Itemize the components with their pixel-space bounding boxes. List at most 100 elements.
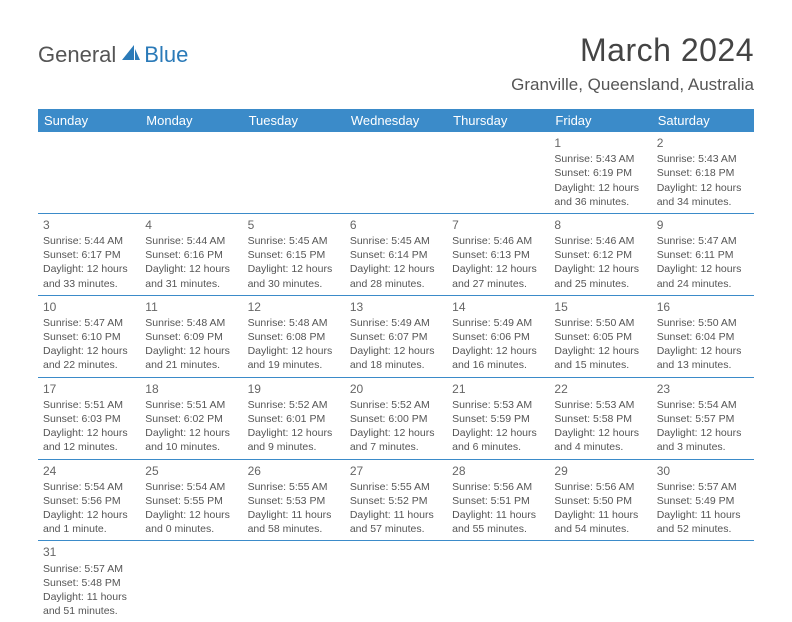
sunset-line: Sunset: 6:10 PM (43, 330, 135, 344)
day-number: 15 (554, 299, 646, 315)
sunrise-line: Sunrise: 5:43 AM (554, 152, 646, 166)
title-block: March 2024 Granville, Queensland, Austra… (511, 32, 754, 95)
day-cell: 18Sunrise: 5:51 AMSunset: 6:02 PMDayligh… (140, 378, 242, 459)
empty-cell (243, 132, 345, 213)
day-cell: 19Sunrise: 5:52 AMSunset: 6:01 PMDayligh… (243, 378, 345, 459)
day-cell: 7Sunrise: 5:46 AMSunset: 6:13 PMDaylight… (447, 214, 549, 295)
sunset-line: Sunset: 6:16 PM (145, 248, 237, 262)
daylight-line-1: Daylight: 12 hours (350, 262, 442, 276)
day-cell: 13Sunrise: 5:49 AMSunset: 6:07 PMDayligh… (345, 296, 447, 377)
sunset-line: Sunset: 6:15 PM (248, 248, 340, 262)
daylight-line-1: Daylight: 11 hours (554, 508, 646, 522)
sunrise-line: Sunrise: 5:52 AM (248, 398, 340, 412)
day-number: 9 (657, 217, 749, 233)
sunset-line: Sunset: 5:55 PM (145, 494, 237, 508)
daylight-line-2: and 51 minutes. (43, 604, 135, 618)
empty-cell (345, 132, 447, 213)
sunrise-line: Sunrise: 5:44 AM (145, 234, 237, 248)
daylight-line-2: and 27 minutes. (452, 277, 544, 291)
daylight-line-1: Daylight: 12 hours (554, 426, 646, 440)
logo-text-general: General (38, 42, 116, 68)
sunrise-line: Sunrise: 5:53 AM (452, 398, 544, 412)
day-number: 24 (43, 463, 135, 479)
day-number: 8 (554, 217, 646, 233)
day-cell: 21Sunrise: 5:53 AMSunset: 5:59 PMDayligh… (447, 378, 549, 459)
empty-cell (345, 541, 447, 622)
sunrise-line: Sunrise: 5:53 AM (554, 398, 646, 412)
daylight-line-2: and 15 minutes. (554, 358, 646, 372)
day-header-mon: Monday (140, 109, 242, 132)
sunrise-line: Sunrise: 5:47 AM (43, 316, 135, 330)
month-title: March 2024 (511, 32, 754, 69)
day-number: 7 (452, 217, 544, 233)
sunset-line: Sunset: 6:17 PM (43, 248, 135, 262)
daylight-line-2: and 34 minutes. (657, 195, 749, 209)
daylight-line-1: Daylight: 12 hours (350, 344, 442, 358)
day-number: 28 (452, 463, 544, 479)
day-header-fri: Friday (549, 109, 651, 132)
daylight-line-2: and 55 minutes. (452, 522, 544, 536)
day-number: 18 (145, 381, 237, 397)
daylight-line-1: Daylight: 12 hours (657, 344, 749, 358)
empty-cell (243, 541, 345, 622)
day-cell: 1Sunrise: 5:43 AMSunset: 6:19 PMDaylight… (549, 132, 651, 213)
daylight-line-2: and 7 minutes. (350, 440, 442, 454)
sunset-line: Sunset: 5:56 PM (43, 494, 135, 508)
sunrise-line: Sunrise: 5:46 AM (452, 234, 544, 248)
day-number: 16 (657, 299, 749, 315)
day-number: 30 (657, 463, 749, 479)
sunset-line: Sunset: 6:14 PM (350, 248, 442, 262)
sunset-line: Sunset: 6:00 PM (350, 412, 442, 426)
calendar: Sunday Monday Tuesday Wednesday Thursday… (38, 109, 754, 622)
daylight-line-1: Daylight: 12 hours (248, 262, 340, 276)
daylight-line-2: and 10 minutes. (145, 440, 237, 454)
day-number: 2 (657, 135, 749, 151)
day-cell: 5Sunrise: 5:45 AMSunset: 6:15 PMDaylight… (243, 214, 345, 295)
day-cell: 12Sunrise: 5:48 AMSunset: 6:08 PMDayligh… (243, 296, 345, 377)
day-header-sat: Saturday (652, 109, 754, 132)
day-cell: 8Sunrise: 5:46 AMSunset: 6:12 PMDaylight… (549, 214, 651, 295)
sunset-line: Sunset: 5:52 PM (350, 494, 442, 508)
empty-cell (140, 541, 242, 622)
daylight-line-2: and 28 minutes. (350, 277, 442, 291)
daylight-line-1: Daylight: 12 hours (145, 426, 237, 440)
day-number: 29 (554, 463, 646, 479)
logo-sail-icon (120, 43, 142, 68)
daylight-line-1: Daylight: 12 hours (248, 344, 340, 358)
sunset-line: Sunset: 6:06 PM (452, 330, 544, 344)
sunset-line: Sunset: 5:59 PM (452, 412, 544, 426)
day-cell: 6Sunrise: 5:45 AMSunset: 6:14 PMDaylight… (345, 214, 447, 295)
week-row: 3Sunrise: 5:44 AMSunset: 6:17 PMDaylight… (38, 214, 754, 296)
sunset-line: Sunset: 5:58 PM (554, 412, 646, 426)
daylight-line-2: and 1 minute. (43, 522, 135, 536)
daylight-line-1: Daylight: 12 hours (145, 508, 237, 522)
sunset-line: Sunset: 6:03 PM (43, 412, 135, 426)
day-header-thu: Thursday (447, 109, 549, 132)
sunset-line: Sunset: 5:48 PM (43, 576, 135, 590)
location-text: Granville, Queensland, Australia (511, 75, 754, 95)
empty-cell (447, 541, 549, 622)
sunrise-line: Sunrise: 5:57 AM (43, 562, 135, 576)
daylight-line-1: Daylight: 12 hours (43, 262, 135, 276)
sunrise-line: Sunrise: 5:56 AM (452, 480, 544, 494)
day-number: 11 (145, 299, 237, 315)
sunset-line: Sunset: 6:02 PM (145, 412, 237, 426)
day-number: 12 (248, 299, 340, 315)
sunrise-line: Sunrise: 5:43 AM (657, 152, 749, 166)
day-cell: 2Sunrise: 5:43 AMSunset: 6:18 PMDaylight… (652, 132, 754, 213)
daylight-line-1: Daylight: 12 hours (657, 262, 749, 276)
sunrise-line: Sunrise: 5:48 AM (248, 316, 340, 330)
sunset-line: Sunset: 6:09 PM (145, 330, 237, 344)
sunset-line: Sunset: 5:53 PM (248, 494, 340, 508)
day-cell: 16Sunrise: 5:50 AMSunset: 6:04 PMDayligh… (652, 296, 754, 377)
day-cell: 26Sunrise: 5:55 AMSunset: 5:53 PMDayligh… (243, 460, 345, 541)
daylight-line-2: and 6 minutes. (452, 440, 544, 454)
day-header-tue: Tuesday (243, 109, 345, 132)
daylight-line-2: and 57 minutes. (350, 522, 442, 536)
day-number: 3 (43, 217, 135, 233)
sunset-line: Sunset: 6:05 PM (554, 330, 646, 344)
day-number: 13 (350, 299, 442, 315)
empty-cell (140, 132, 242, 213)
week-row: 17Sunrise: 5:51 AMSunset: 6:03 PMDayligh… (38, 378, 754, 460)
day-cell: 28Sunrise: 5:56 AMSunset: 5:51 PMDayligh… (447, 460, 549, 541)
